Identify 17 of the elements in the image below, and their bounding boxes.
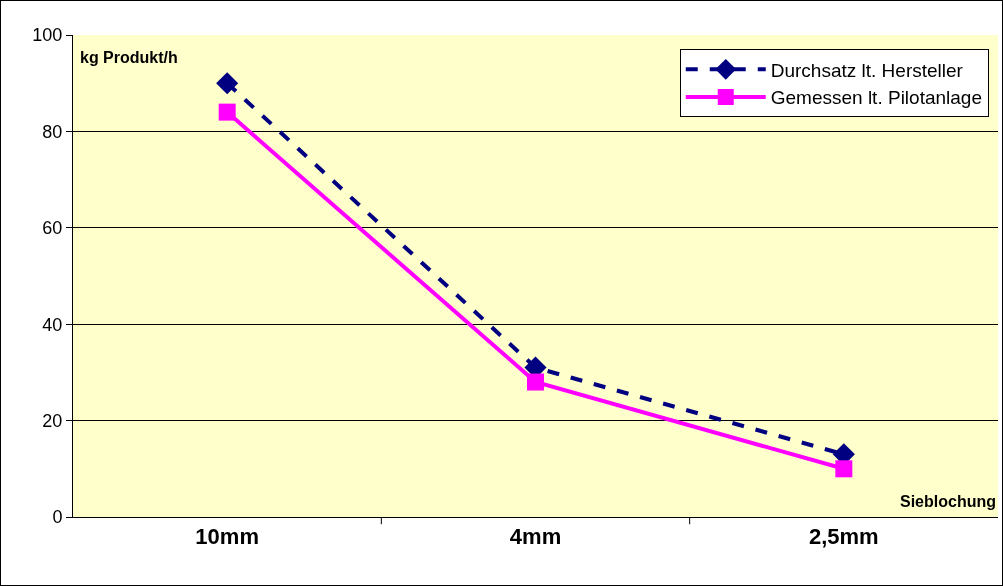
y-tick-label: 60: [42, 218, 63, 239]
legend-label: Gemessen lt. Pilotanlage: [770, 87, 982, 109]
x-tick-label: 4mm: [509, 524, 562, 550]
x-tick-label: 2,5mm: [808, 524, 879, 550]
x-axis-title: Sieblochung: [900, 493, 996, 510]
legend-label: Durchsatz lt. Hersteller: [770, 59, 964, 81]
point: [835, 460, 853, 478]
y-tick-label: 80: [42, 121, 63, 142]
point: [216, 72, 239, 95]
y-tick-label: 20: [42, 410, 63, 431]
y-tick-label: 40: [42, 314, 63, 335]
point: [218, 103, 236, 121]
y-tick-label: 100: [32, 25, 63, 46]
y-tick-label: 0: [52, 507, 63, 528]
x-tick-label: 10mm: [195, 524, 259, 550]
point: [527, 373, 544, 391]
y-axis-title: kg Produkt/h: [80, 49, 178, 66]
